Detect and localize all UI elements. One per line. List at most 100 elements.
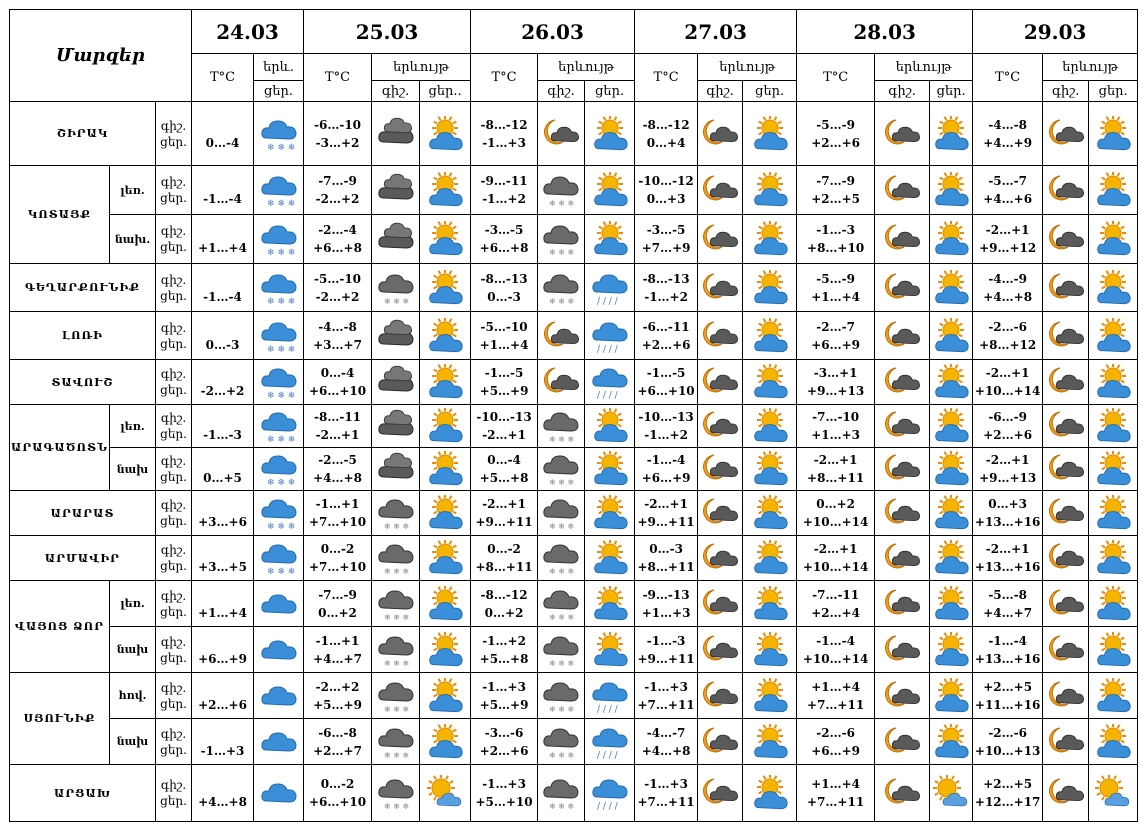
sun-cloud-icon <box>425 451 465 487</box>
sun-cloud-icon <box>590 172 630 208</box>
temp-cell: -1…-4 <box>191 165 255 215</box>
weather-icon-cell: ❄ ❄ ❄ <box>253 490 305 536</box>
snow-dark-icon: ❄ ❄ ❄ <box>376 540 416 576</box>
sun-cloud-icon <box>1093 269 1133 306</box>
sun-cloud-icon <box>425 221 465 257</box>
sun-cloud-icon <box>931 172 971 208</box>
svg-text:❄ ❄ ❄: ❄ ❄ ❄ <box>384 297 409 306</box>
temp-cell: -2…-6 +8…+12 <box>972 311 1044 360</box>
table-row: ԿՈՏԱՅՔ լեռ. գիշ. ցեր. -1…-4 ❄ ❄ ❄ -7…-9 -2…+2 -9… <box>9 165 1139 264</box>
svg-text:❄ ❄ ❄: ❄ ❄ ❄ <box>384 802 409 811</box>
night-icon-cell <box>697 764 744 822</box>
rain-icon: / / / / <box>590 270 630 306</box>
night-icon-cell <box>874 101 931 166</box>
temp-cell: -10…-12 0…+3 <box>634 165 699 215</box>
moon-cloud-icon <box>882 221 922 257</box>
temp-cell: -6…-10 -3…+2 <box>303 101 373 166</box>
sun-cloud-icon <box>425 317 465 354</box>
svg-text:❄ ❄ ❄: ❄ ❄ ❄ <box>267 199 295 208</box>
table-row: ԱՐՄԱՎԻՐ գիշ. ցեր. +3…+5 ❄ ❄ ❄ 0…-2 +7…+10 ❄ ❄ ❄… <box>9 535 1139 581</box>
day-icon-cell <box>584 580 636 627</box>
temp-cell: -3…-5 +6…+8 <box>470 214 539 264</box>
weather-header: երևույթ <box>537 53 636 81</box>
day-icon-cell <box>929 535 974 581</box>
temp-cell: -1…+3 <box>191 718 255 765</box>
temp-cell: +2…+5 +11…+16 <box>972 672 1044 719</box>
cloud-blue-icon <box>259 632 299 668</box>
snow-dark-icon: ❄ ❄ ❄ <box>541 221 581 257</box>
temp-cell: -2…+1 +10…+14 <box>972 359 1044 405</box>
temp-cell: -5…-10 -2…+2 <box>303 263 373 312</box>
day-icon-cell <box>584 101 636 166</box>
period-labels: գիշ. ցեր. <box>154 165 193 215</box>
temp-cell: -7…-9 0…+2 <box>303 580 373 627</box>
night-icon-cell: ❄ ❄ ❄ <box>371 490 421 536</box>
sun-cloud-icon <box>931 408 971 444</box>
svg-text:❄ ❄ ❄: ❄ ❄ ❄ <box>267 435 295 444</box>
temp-cell: -8…-12 -1…+3 <box>470 101 539 166</box>
temp-cell: 0…-3 +8…+11 <box>634 535 699 581</box>
temp-cell: -1…+2 +5…+8 <box>470 626 539 673</box>
moon-cloud-icon <box>882 172 922 208</box>
night-icon-cell: ❄ ❄ ❄ <box>537 447 586 491</box>
snow-dark-icon: ❄ ❄ ❄ <box>541 540 581 576</box>
svg-text:❄ ❄ ❄: ❄ ❄ ❄ <box>549 435 574 444</box>
cloud-blue-icon <box>259 678 299 714</box>
region-name: ԿՈՏԱՅՔ <box>9 165 110 264</box>
sun-cloud-icon <box>750 317 790 354</box>
day-icon-cell <box>929 263 974 312</box>
temp-cell: -7…-10 +1…+3 <box>796 404 876 448</box>
rain-icon: / / / / <box>590 318 630 354</box>
weather-icon-cell: ❄ ❄ ❄ <box>253 101 305 166</box>
sun-cloud-icon <box>931 631 971 668</box>
svg-text:/ / / /: / / / / <box>597 802 619 811</box>
night-icon-cell <box>537 311 586 360</box>
temp-cell: +1…+4 +7…+11 <box>796 672 876 719</box>
cloud-dark-icon <box>376 408 416 444</box>
night-icon-cell <box>1042 165 1090 215</box>
svg-text:❄ ❄ ❄: ❄ ❄ ❄ <box>384 751 409 760</box>
temp-cell: -5…-8 +4…+7 <box>972 580 1044 627</box>
day-icon-cell <box>1088 626 1139 673</box>
night-header: գիշ. <box>697 80 744 102</box>
day-icon-cell <box>929 359 974 405</box>
svg-text:❄ ❄ ❄: ❄ ❄ ❄ <box>549 297 574 306</box>
temp-cell: 0…-4 +6…+10 <box>303 359 373 405</box>
sun-cloud-icon <box>425 172 465 208</box>
period-labels: գիշ. ցեր. <box>154 359 193 405</box>
rain-icon: / / / / <box>590 775 630 811</box>
weather-icon-cell <box>253 672 305 719</box>
temp-cell: -1…+3 +5…+9 <box>470 672 539 719</box>
rain-icon: / / / / <box>590 364 630 400</box>
night-icon-cell <box>697 263 744 312</box>
night-icon-cell: ❄ ❄ ❄ <box>371 764 421 822</box>
sun-cloud-icon <box>931 495 971 531</box>
night-icon-cell <box>1042 447 1090 491</box>
day-icon-cell <box>742 447 798 491</box>
temp-cell: -8…-13 0…-3 <box>470 263 539 312</box>
temp-cell: -5…-9 +1…+4 <box>796 263 876 312</box>
sun-cloud-icon <box>1093 408 1133 444</box>
day-icon-cell <box>419 165 472 215</box>
temp-cell: 0…-4 <box>191 101 255 166</box>
period-labels: գիշ. ցեր. <box>154 214 193 264</box>
moon-cloud-icon <box>541 318 581 354</box>
day-icon-cell <box>929 214 974 264</box>
region-name: ԳԵՂԱՐՔՈՒՆԻՔ <box>9 263 156 312</box>
temp-cell: -5…-9 +2…+6 <box>796 101 876 166</box>
snow-icon: ❄ ❄ ❄ <box>259 540 299 576</box>
sun-cloud-icon <box>1093 221 1133 257</box>
temp-cell: 0…+2 +10…+14 <box>796 490 876 536</box>
day-icon-cell <box>419 580 472 627</box>
night-icon-cell <box>697 404 744 448</box>
sun-cloud-icon <box>1093 451 1133 487</box>
snow-icon: ❄ ❄ ❄ <box>259 270 299 306</box>
sun-cloud-icon <box>425 408 465 444</box>
temp-cell: -1…-5 +6…+10 <box>634 359 699 405</box>
moon-cloud-icon <box>882 586 922 622</box>
night-icon-cell <box>874 535 931 581</box>
sun-cloud-icon <box>750 172 790 208</box>
day-icon-cell <box>1088 764 1139 822</box>
svg-text:❄ ❄ ❄: ❄ ❄ ❄ <box>549 478 574 487</box>
svg-text:❄ ❄ ❄: ❄ ❄ ❄ <box>549 705 574 714</box>
